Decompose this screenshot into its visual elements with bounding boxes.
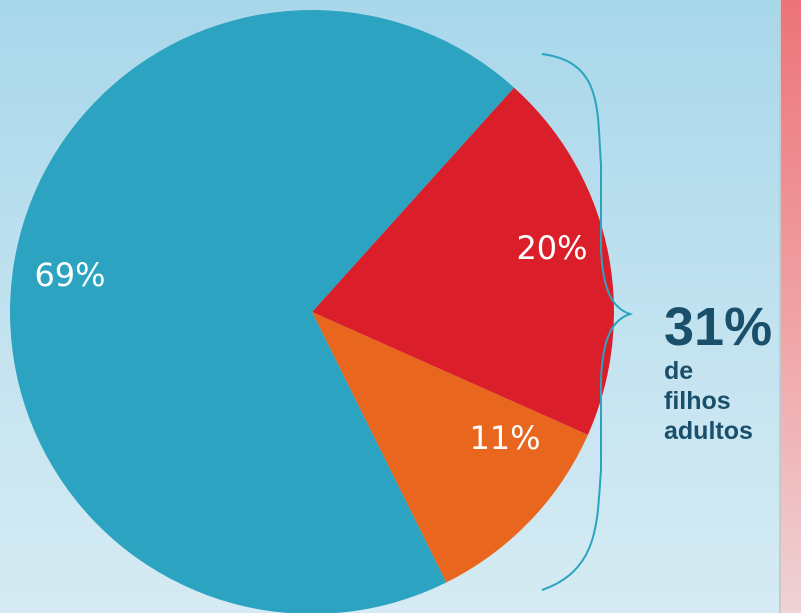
pie-slice: [10, 10, 515, 613]
slice-label: 69%: [34, 256, 105, 294]
pie-slice: [312, 87, 615, 435]
slice-label: 11%: [469, 419, 540, 457]
bracket-brace: [541, 53, 634, 591]
pie-slice: [312, 312, 588, 583]
callout-text: de filhos adultos: [664, 357, 753, 445]
callout: 31% de filhos adultos: [664, 300, 772, 446]
pie-labels: 20% 11% 69%: [34, 229, 587, 457]
pie-slices: [10, 10, 615, 613]
callout-value: 31%: [664, 297, 773, 357]
side-decoration-bar: [779, 0, 801, 613]
slice-label: 20%: [516, 229, 587, 267]
